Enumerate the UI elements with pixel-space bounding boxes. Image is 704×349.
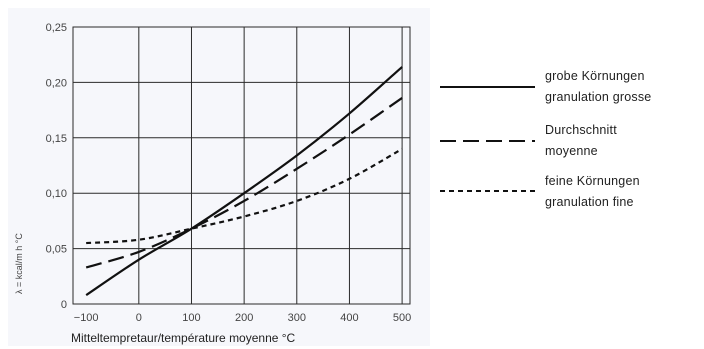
x-tick-label: 0 [136,312,142,324]
x-tick-label: 300 [288,312,306,324]
chart-svg: 0 0,05 0,10 0,15 0,20 0,25 −100 0 100 200 300 400 5… [14,22,412,345]
y-axis-label: λ = kcal/m h °C [14,233,24,294]
grid [73,26,410,304]
legend-label-fine-line1: feine Körnungen [545,174,640,188]
x-tick-label: 200 [235,312,253,324]
y-tick-label: 0,15 [46,133,67,145]
legend-label-coarse-line1: grobe Körnungen [545,69,645,83]
series-group [85,66,403,297]
chart-panel: 0 0,05 0,10 0,15 0,20 0,25 −100 0 100 200 300 400 5… [8,8,430,346]
x-tick-labels: −100 0 100 200 300 400 500 [74,312,412,324]
x-tick-label: 500 [393,312,411,324]
series-line-1 [85,66,403,297]
axes [72,26,411,305]
series-line-2 [85,97,403,269]
y-tick-label: 0,05 [46,244,67,256]
legend-label-fine-line2: granulation fine [545,195,634,209]
x-axis-label: Mitteltempretaur/température moyenne °C [71,331,296,345]
x-tick-label: −100 [74,312,99,324]
legend-label-coarse-line2: granulation grosse [545,90,651,104]
y-tick-label: 0,25 [46,22,67,34]
y-tick-labels: 0 0,05 0,10 0,15 0,20 0,25 [46,22,67,311]
y-tick-label: 0,10 [46,188,67,200]
plot-frame [72,26,411,305]
x-tick-label: 100 [182,312,200,324]
y-tick-label: 0,20 [46,77,67,89]
series-line-3 [86,147,403,245]
legend-label-average-line2: moyenne [545,144,598,158]
legend-label-average-line1: Durchschnitt [545,123,617,137]
x-tick-label: 400 [340,312,358,324]
y-tick-label: 0 [61,299,67,311]
